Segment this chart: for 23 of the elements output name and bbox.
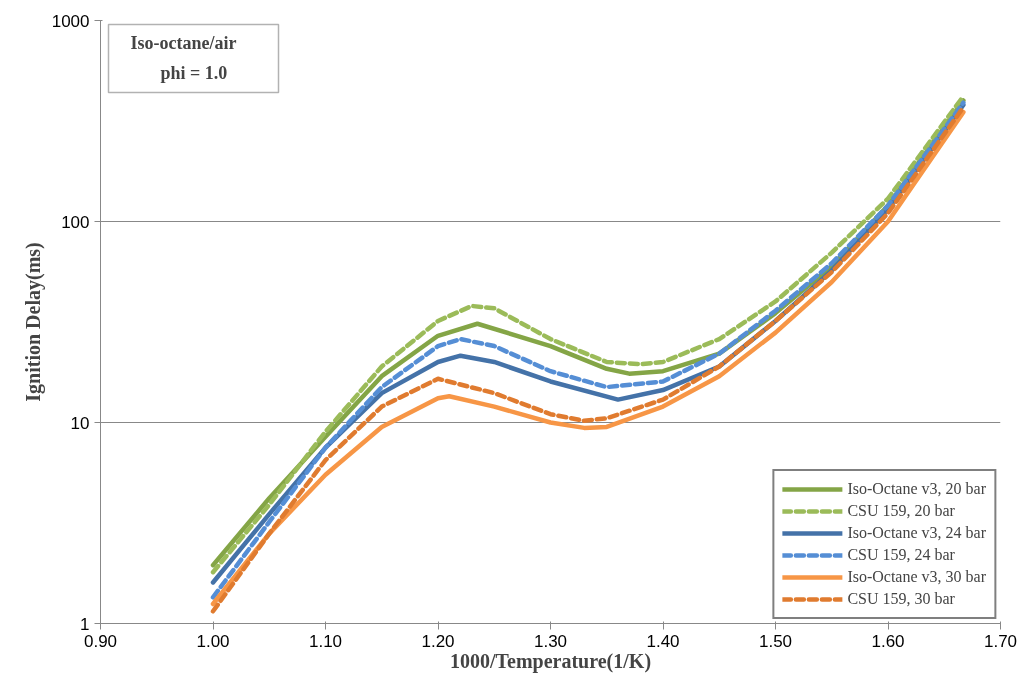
x-tick-label: 0.90 — [83, 631, 118, 651]
x-tick-label: 1.60 — [871, 631, 905, 651]
x-tick-label: 1.30 — [533, 631, 568, 651]
x-tick-label: 1.40 — [646, 631, 680, 651]
x-tick-label: 1.20 — [421, 631, 455, 651]
legend-label: Iso-Octane v3, 20 bar — [847, 480, 986, 498]
y-tick-label: 1 — [80, 614, 90, 634]
x-tick-label: 1.50 — [758, 631, 793, 651]
legend-label: CSU 159, 20 bar — [847, 502, 955, 520]
legend-label: Iso-Octane v3, 30 bar — [847, 568, 986, 586]
x-tick-label: 1.00 — [196, 631, 230, 651]
y-tick-label: 10 — [70, 413, 90, 433]
y-tick-label: 1000 — [51, 11, 90, 31]
annotation: phi = 1.0 — [160, 62, 228, 83]
legend-label: CSU 159, 30 bar — [847, 590, 955, 608]
y-axis-title: Ignition Delay(ms) — [21, 242, 45, 402]
y-tick-label: 100 — [61, 212, 90, 232]
legend-label: Iso-Octane v3, 24 bar — [847, 524, 986, 542]
annotation: Iso-octane/air — [130, 32, 237, 53]
x-tick-label: 1.10 — [308, 631, 343, 651]
x-tick-label: 1.70 — [983, 631, 1018, 651]
legend-label: CSU 159, 24 bar — [847, 546, 955, 564]
x-axis-title: 1000/Temperature(1/K) — [449, 649, 652, 673]
